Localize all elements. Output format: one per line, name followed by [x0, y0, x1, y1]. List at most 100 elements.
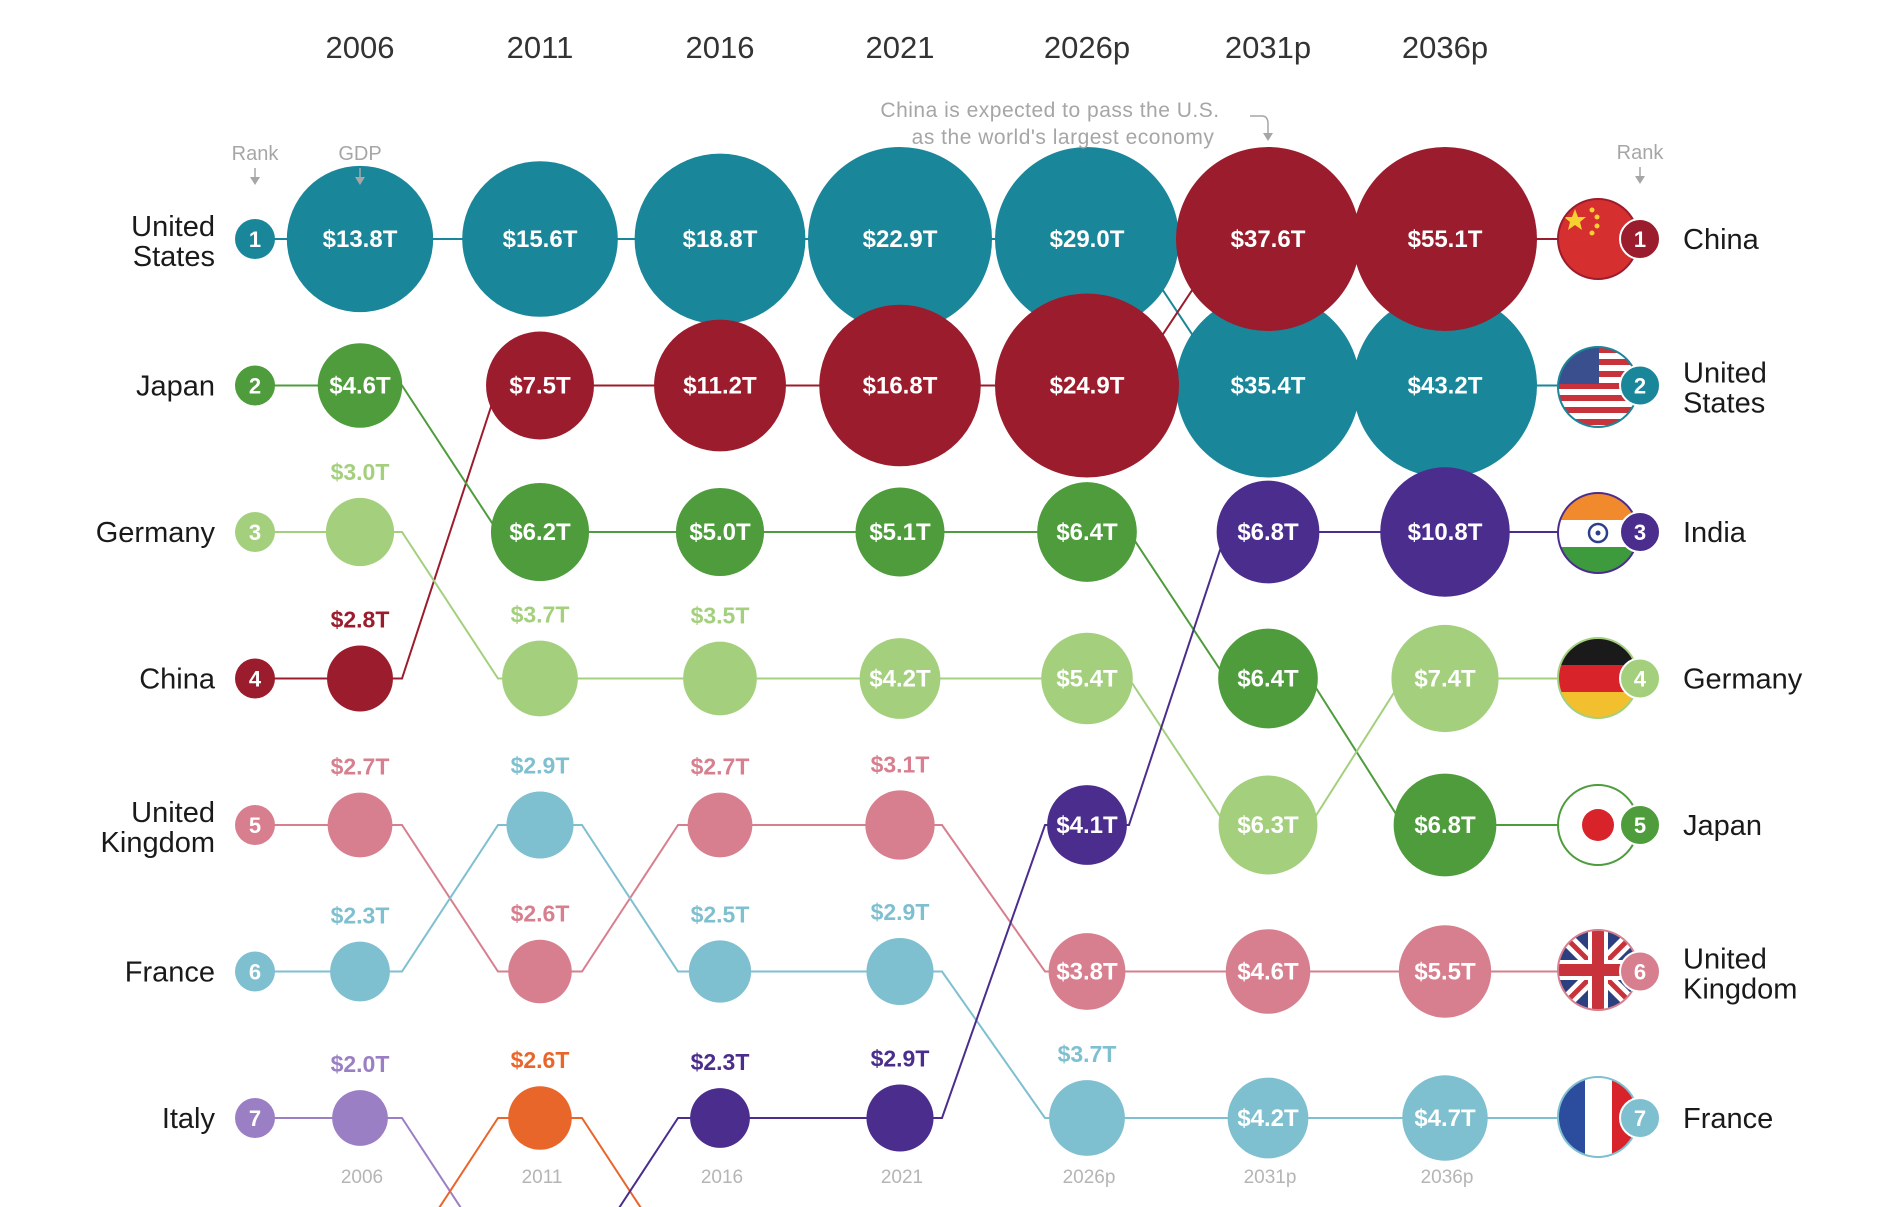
- rank-number-right: 5: [1634, 813, 1646, 838]
- gdp-label-brazil-2011: $2.6T: [511, 1047, 570, 1073]
- gdp-bubble-united-kingdom-2011: [508, 939, 572, 1004]
- gdp-label-united-kingdom-2006: $2.7T: [331, 754, 390, 780]
- gdp-label-germany-2021: $4.2T: [869, 666, 931, 693]
- country-label-right-germany: Germany: [1683, 664, 1803, 696]
- gdp-label-germany-2006: $3.0T: [331, 459, 390, 485]
- gdp-label-germany-2016: $3.5T: [691, 603, 750, 629]
- country-label-right-united-kingdom: United: [1683, 944, 1767, 976]
- annotation-line-1: China is expected to pass the U.S.: [880, 99, 1219, 122]
- gdp-bubble-japan-2026p: [1037, 482, 1137, 582]
- rank-number-right: 3: [1634, 520, 1646, 545]
- arrow-down-icon: [250, 177, 260, 185]
- gdp-label-india-2021: $2.9T: [871, 1045, 930, 1071]
- gdp-label-italy-2006: $2.0T: [331, 1051, 390, 1077]
- gdp-label-united-states-2016: $18.8T: [683, 226, 758, 253]
- rank-number-left: 7: [249, 1106, 261, 1131]
- rank-header-right: Rank: [1617, 142, 1665, 164]
- year-label-2026p: 2026p: [1044, 30, 1130, 65]
- gdp-label-india-2026p: $4.1T: [1056, 812, 1118, 839]
- country-label-left-germany: Germany: [96, 517, 216, 549]
- rank-header-left: Rank: [232, 143, 280, 165]
- year-label-2036p: 2036p: [1402, 30, 1488, 65]
- gdp-label-china-2021: $16.8T: [863, 373, 938, 400]
- gdp-bubble-united-states-2021: [808, 147, 992, 331]
- rank-badge-right-germany: [1619, 657, 1661, 700]
- country-label-left-france: France: [125, 957, 215, 989]
- gdp-bubble-united-kingdom-2026p: [1048, 933, 1126, 1010]
- gdp-label-united-states-2021: $22.9T: [863, 226, 938, 253]
- year-label-2021: 2021: [866, 30, 935, 65]
- gdp-bubble-china-2026p: [995, 293, 1179, 478]
- year-label-2031p: 2031p: [1225, 30, 1311, 65]
- gdp-bubble-japan-2016: [675, 487, 765, 577]
- gdp-label-germany-2031p: $6.3T: [1237, 812, 1299, 839]
- rank-number-right: 2: [1634, 374, 1646, 399]
- year-label-2011: 2011: [507, 30, 574, 65]
- gdp-bubble-india-2021: [866, 1084, 934, 1152]
- annotation-line-2: as the world's largest economy: [912, 126, 1215, 149]
- gdp-label-united-kingdom-2016: $2.7T: [691, 754, 750, 780]
- country-label-left-united-kingdom: Kingdom: [101, 827, 215, 859]
- gdp-bubble-brazil-2011: [508, 1086, 572, 1150]
- rank-number-right: 4: [1634, 667, 1647, 692]
- gdp-label-germany-2011: $3.7T: [511, 602, 570, 628]
- country-label-left-united-states: States: [133, 241, 215, 273]
- gdp-bubble-japan-2006: [317, 343, 403, 428]
- gdp-label-united-kingdom-2031p: $4.6T: [1237, 959, 1299, 986]
- gdp-bubble-germany-2011: [502, 640, 578, 717]
- rank-badge-left-japan: [235, 365, 275, 406]
- gdp-bubble-france-2006: [330, 941, 390, 1002]
- gdp-bubble-france-2036p: [1402, 1075, 1488, 1161]
- gdp-bubble-india-2016: [690, 1088, 750, 1148]
- country-label-right-united-kingdom: Kingdom: [1683, 974, 1797, 1006]
- annotation-arrow: [1250, 115, 1269, 134]
- gdp-bubble-united-kingdom-2031p: [1225, 929, 1311, 1014]
- country-label-right-india: India: [1683, 517, 1747, 549]
- gdp-bubble-united-states-2031p: [1176, 293, 1360, 478]
- gdp-bubble-united-states-2016: [634, 153, 806, 325]
- rank-number-right: 1: [1634, 227, 1646, 252]
- gdp-label-france-2031p: $4.2T: [1237, 1105, 1299, 1132]
- year-footer-2016: 2016: [701, 1167, 743, 1188]
- gdp-bubble-china-2021: [819, 304, 981, 467]
- country-label-left-italy: Italy: [162, 1103, 216, 1135]
- rank-number-left: 4: [249, 667, 262, 692]
- country-label-right-france: France: [1683, 1103, 1773, 1135]
- gdp-label-germany-2036p: $7.4T: [1414, 666, 1476, 693]
- gdp-label-japan-2006: $4.6T: [329, 373, 391, 400]
- arrow-down-icon: [1263, 133, 1273, 141]
- rank-badge-left-united-states: [235, 219, 275, 259]
- arrow-down-icon: [1635, 176, 1645, 184]
- gdp-bubble-germany-2036p: [1391, 624, 1499, 733]
- country-label-left-united-states: United: [131, 211, 215, 243]
- rank-number-left: 5: [249, 813, 261, 838]
- gdp-label-india-2031p: $6.8T: [1237, 519, 1299, 546]
- gdp-bubble-china-2011: [486, 331, 594, 440]
- country-label-left-japan: Japan: [136, 371, 215, 403]
- year-footer-2031p: 2031p: [1244, 1167, 1297, 1188]
- left-rank-column: 1UnitedStates2Japan3Germany4China5United…: [96, 211, 275, 1138]
- gdp-label-united-states-2006: $13.8T: [323, 226, 398, 253]
- gdp-bubble-france-2021: [866, 937, 934, 1006]
- rank-number-left: 3: [249, 520, 261, 545]
- country-label-left-china: China: [139, 664, 216, 696]
- gdp-label-china-2031p: $37.6T: [1231, 226, 1306, 253]
- year-footer-2006: 2006: [341, 1167, 383, 1188]
- rank-badge-left-italy: [235, 1098, 275, 1138]
- country-label-right-china: China: [1683, 224, 1760, 256]
- gdp-bubble-china-2006: [327, 645, 393, 712]
- gdp-bubble-india-2026p: [1047, 785, 1127, 865]
- gdp-header-left: GDP: [338, 143, 381, 165]
- gdp-label-united-kingdom-2036p: $5.5T: [1414, 959, 1476, 986]
- gdp-bubble-italy-2006: [332, 1090, 388, 1146]
- gdp-bubble-united-kingdom-2021: [865, 790, 935, 860]
- gdp-label-france-2036p: $4.7T: [1414, 1105, 1476, 1132]
- gdp-bubbles: [286, 147, 1537, 1161]
- gdp-bubble-united-kingdom-2036p: [1398, 925, 1492, 1018]
- gdp-label-japan-2021: $5.1T: [869, 519, 931, 546]
- country-label-right-united-states: States: [1683, 388, 1765, 420]
- gdp-label-china-2026p: $24.9T: [1050, 373, 1125, 400]
- rank-badge-right-united-states: [1619, 364, 1661, 407]
